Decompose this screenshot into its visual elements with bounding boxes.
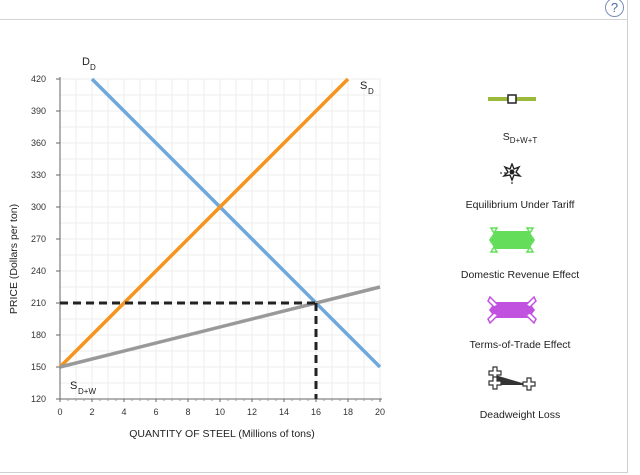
y-tick-label: 420 — [31, 74, 46, 84]
y-axis-label: PRICE (Dollars per ton) — [8, 204, 20, 314]
y-tick-label: 270 — [31, 234, 46, 244]
curve-label-sub: D — [368, 87, 374, 96]
y-tick-label: 300 — [31, 202, 46, 212]
x-tick-label: 0 — [57, 407, 62, 417]
x-tick-label: 20 — [375, 407, 385, 417]
legend-label-equilibrium: Equilibrium Under Tariff — [465, 199, 575, 211]
chart-axes — [59, 77, 382, 400]
x-axis-label: QUANTITY OF STEEL (Millions of tons) — [129, 428, 315, 440]
curve-label-main: S — [70, 380, 77, 392]
y-tick-label: 150 — [31, 362, 46, 372]
x-tick-label: 10 — [215, 407, 225, 417]
purple-polygon-icon[interactable] — [487, 295, 537, 325]
chart-dashed-lines — [60, 301, 318, 399]
y-tick-label: 210 — [31, 298, 46, 308]
y-tick-label: 120 — [31, 394, 46, 404]
chart-series[interactable] — [58, 77, 382, 369]
curve-s-d-w[interactable] — [59, 285, 381, 369]
chart-ticks: 0 2 4 6 8 10 12 14 16 18 20 120 150 180 210 240 270 300 33… — [31, 74, 385, 417]
x-tick-label: 8 — [185, 407, 190, 417]
x-tick-label: 4 — [121, 407, 126, 417]
x-tick-label: 18 — [343, 407, 353, 417]
chart-grid — [59, 78, 381, 400]
y-tick-label: 390 — [31, 106, 46, 116]
y-tick-label: 240 — [31, 266, 46, 276]
y-tick-label: 330 — [31, 170, 46, 180]
help-icon[interactable]: ? — [605, 0, 624, 17]
graph-panel — [0, 0, 628, 473]
y-tick-label: 360 — [31, 138, 46, 148]
x-tick-label: 16 — [311, 407, 321, 417]
curve-label-main: D — [82, 56, 90, 68]
x-tick-label: 2 — [89, 407, 94, 417]
star-point-icon[interactable] — [500, 162, 524, 185]
curve-label-main: S — [360, 80, 367, 92]
line-tool-icon[interactable] — [488, 92, 536, 106]
curve-labels: D DS DS D+W — [70, 56, 374, 396]
legend-label-sdwt: SD+W+T — [502, 131, 538, 145]
black-triangle-icon[interactable] — [486, 365, 538, 395]
legend-label-terms-of-trade: Terms-of-Trade Effect — [469, 339, 571, 351]
legend-label-deadweight-loss: Deadweight Loss — [479, 409, 561, 421]
x-tick-label: 14 — [279, 407, 289, 417]
curve-label-sub: D — [90, 63, 96, 72]
curve-d-d[interactable] — [90, 77, 382, 369]
curve-s-d[interactable] — [58, 77, 350, 369]
legend-label-domestic-revenue: Domestic Revenue Effect — [460, 269, 580, 281]
x-tick-label: 12 — [247, 407, 257, 417]
y-tick-label: 180 — [31, 330, 46, 340]
x-tick-label: 6 — [153, 407, 158, 417]
top-divider — [0, 19, 628, 20]
green-polygon-icon[interactable] — [487, 226, 537, 254]
curve-label-sub: D+W — [78, 387, 96, 396]
